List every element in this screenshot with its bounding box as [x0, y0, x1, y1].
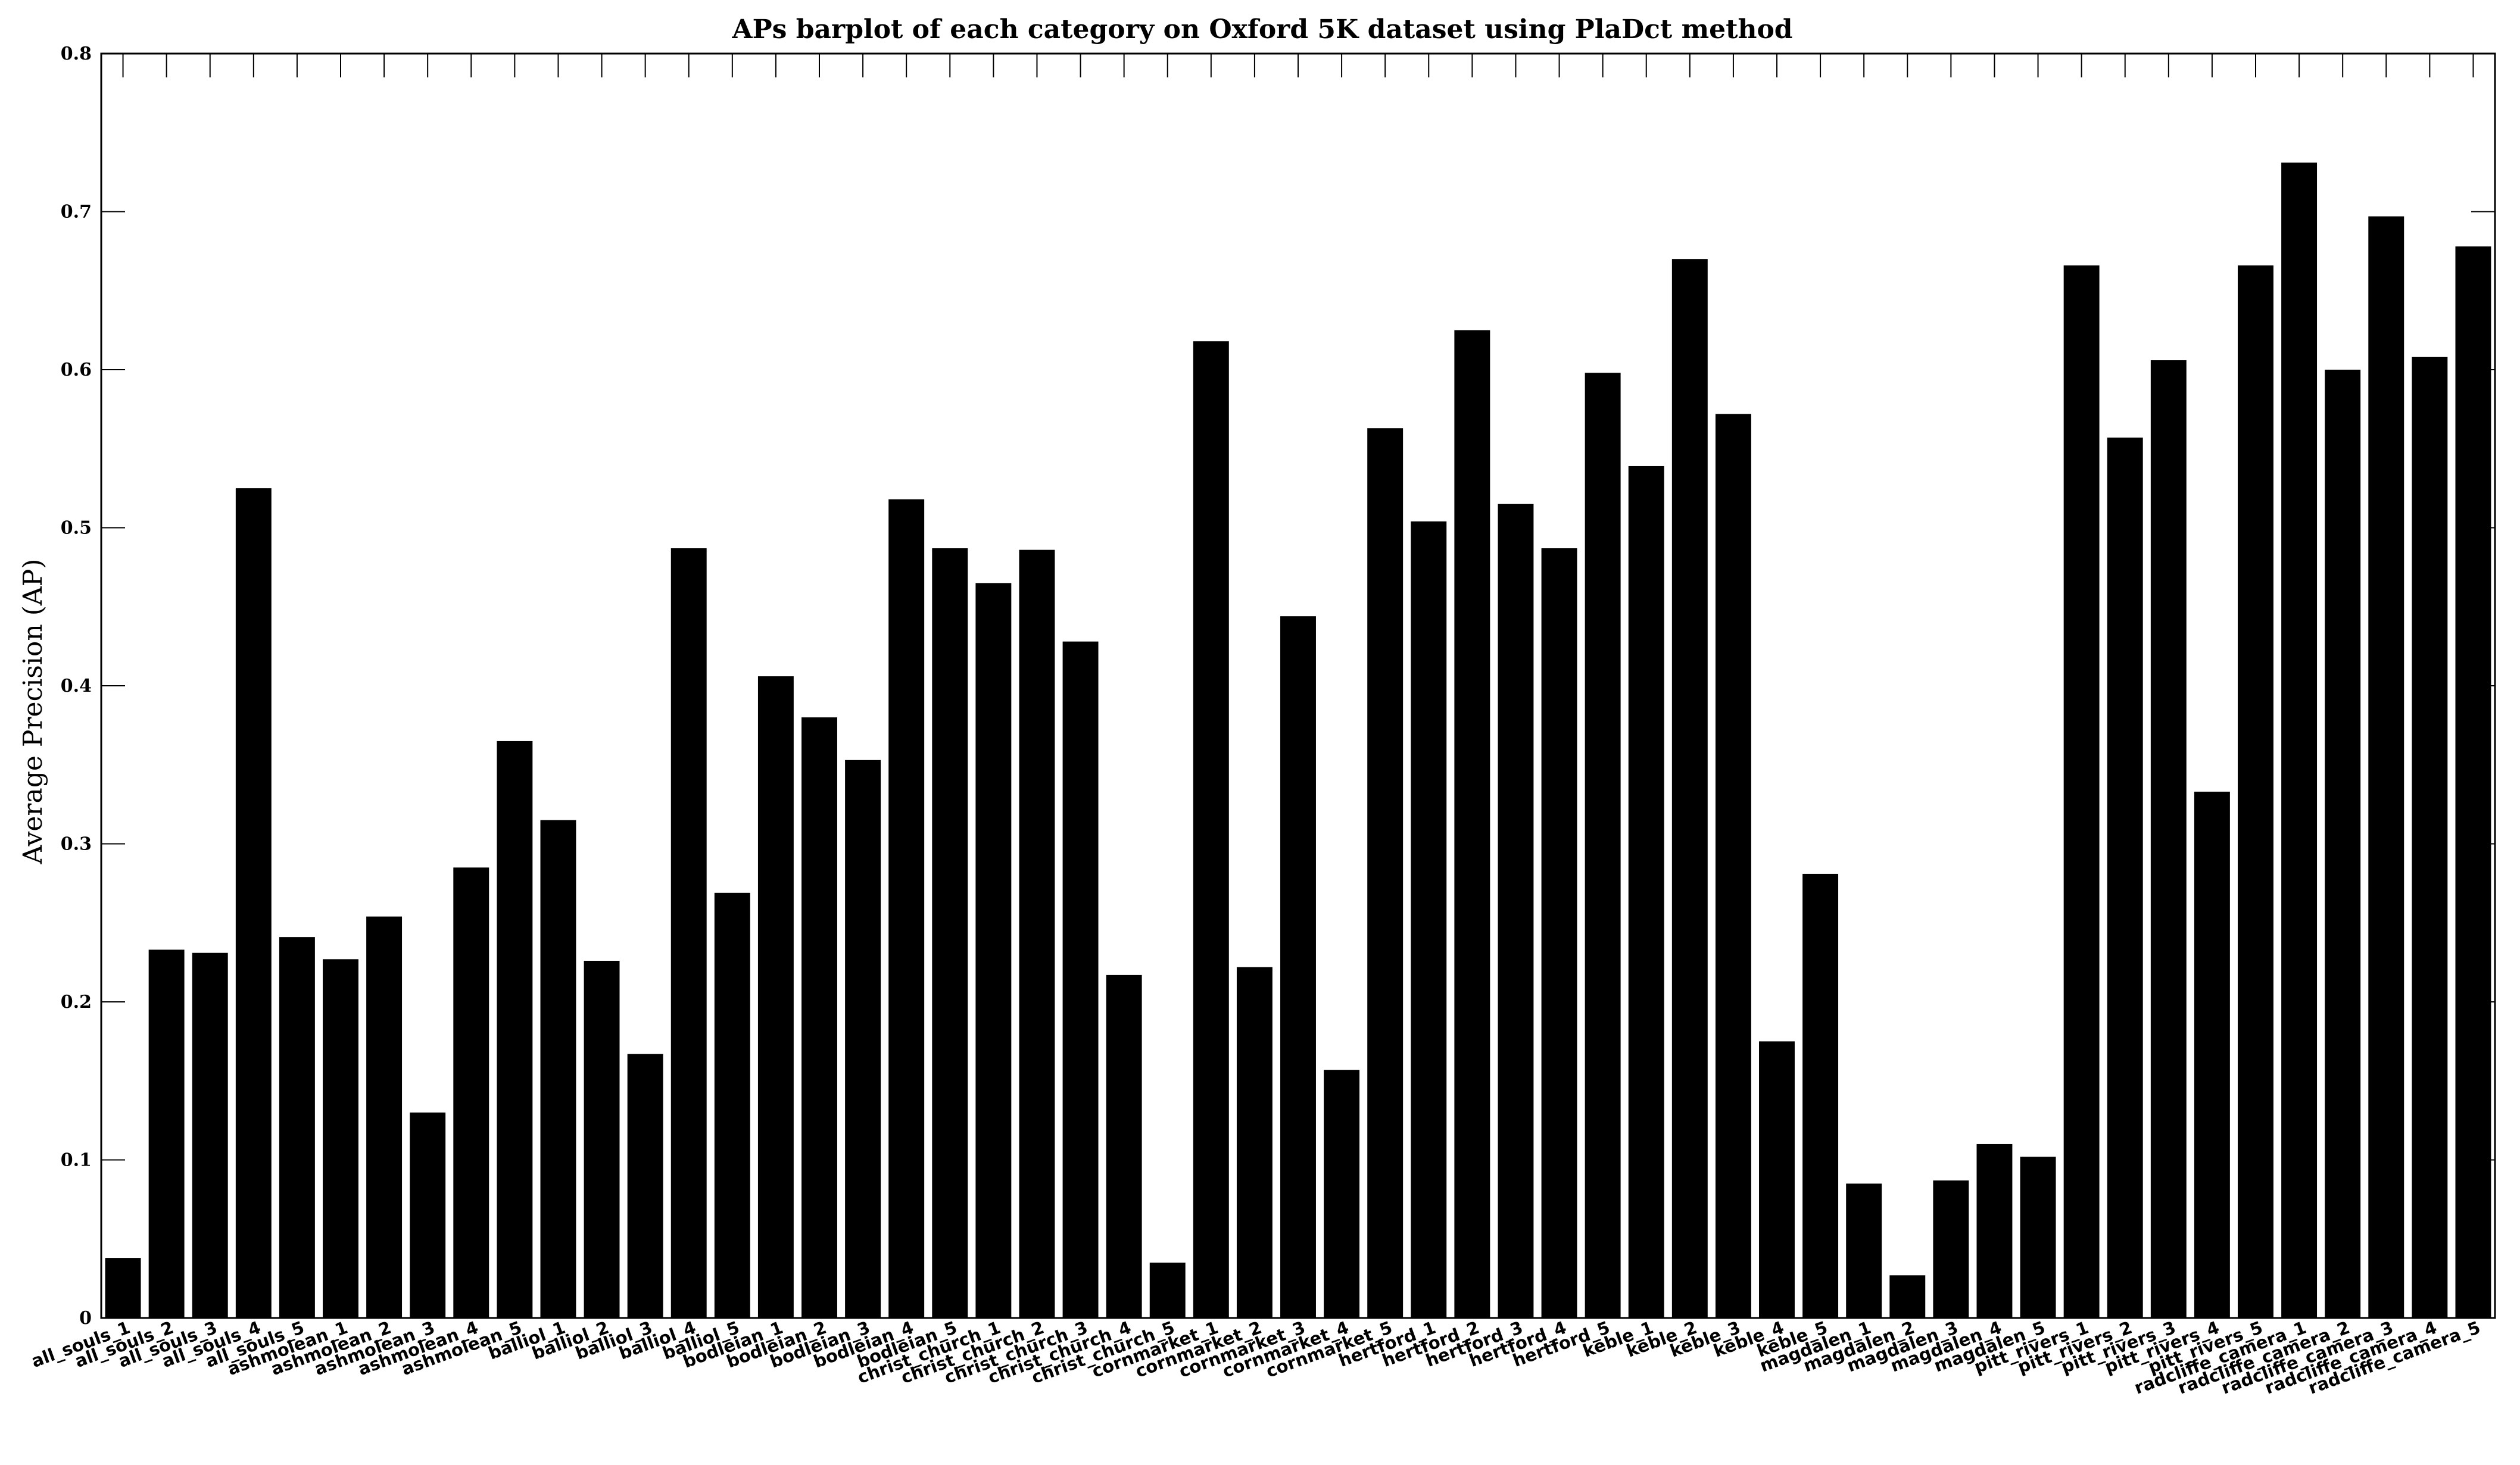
bar-bodleian_4	[888, 499, 925, 1319]
bar-hertford_2	[1454, 330, 1490, 1319]
bar-balliol_5	[714, 892, 750, 1318]
bar-keble_2	[1671, 259, 1708, 1318]
chart-title: APs barplot of each category on Oxford 5…	[731, 14, 1792, 45]
bar-bodleian_3	[845, 760, 881, 1318]
y-tick-label: 0.4	[61, 676, 92, 696]
bar-pitt_rivers_5	[2238, 265, 2273, 1318]
bar-christ_church_4	[1106, 974, 1142, 1318]
bar-radcliffe_camera_3	[2368, 216, 2404, 1319]
bar-radcliffe_camera_4	[2412, 357, 2448, 1318]
bar-christ_church_1	[975, 583, 1012, 1319]
bar-hertford_4	[1541, 548, 1577, 1318]
bar-ashmolean_2	[366, 916, 403, 1318]
bar-all_souls_5	[279, 937, 315, 1318]
y-tick-labels: 0 0.1 0.2 0.3 0.4 0.5 0.6 0.7 0.8	[61, 43, 92, 1329]
y-tick-label: 0.1	[61, 1150, 92, 1171]
bar-cornmarket_3	[1280, 616, 1316, 1318]
bar-radcliffe_camera_1	[2281, 163, 2318, 1319]
bar-pitt_rivers_4	[2194, 791, 2230, 1318]
bar-hertford_5	[1585, 373, 1621, 1318]
bar-radcliffe_camera_5	[2455, 246, 2491, 1318]
y-tick-label: 0.7	[61, 202, 92, 223]
y-tick-label: 0.6	[61, 360, 92, 380]
bar-ashmolean_5	[497, 741, 533, 1318]
bar-magdalen_4	[1976, 1144, 2013, 1318]
bar-keble_5	[1802, 873, 1839, 1318]
bar-cornmarket_1	[1193, 341, 1229, 1319]
y-tick-label: 0.5	[61, 518, 92, 539]
bar-ashmolean_3	[410, 1112, 446, 1318]
bar-radcliffe_camera_2	[2325, 370, 2361, 1318]
bar-bodleian_1	[757, 676, 794, 1318]
ticks-layer	[101, 53, 2495, 1319]
bar-keble_3	[1715, 414, 1751, 1318]
bar-pitt_rivers_2	[2107, 438, 2143, 1319]
bar-keble_1	[1628, 466, 1664, 1319]
bar-cornmarket_4	[1324, 1070, 1360, 1318]
y-tick-label: 0	[79, 1308, 92, 1329]
bar-christ_church_3	[1062, 641, 1099, 1318]
bar-ashmolean_4	[453, 867, 489, 1318]
bar-balliol_3	[627, 1054, 663, 1318]
bar-balliol_1	[540, 820, 576, 1318]
y-axis-label: Average Precision (AP)	[18, 559, 48, 865]
y-tick-label: 0.8	[61, 43, 92, 64]
bar-bodleian_2	[801, 717, 837, 1318]
bar-all_souls_4	[235, 488, 272, 1319]
bar-balliol_4	[670, 548, 707, 1318]
y-tick-label: 0.3	[61, 834, 92, 855]
bar-cornmarket_5	[1367, 428, 1404, 1318]
bar-hertford_1	[1411, 521, 1447, 1318]
y-tick-label: 0.2	[61, 992, 92, 1013]
bar-bodleian_5	[932, 548, 968, 1318]
bar-christ_church_2	[1019, 549, 1055, 1319]
bar-magdalen_5	[2020, 1157, 2056, 1318]
bar-ashmolean_1	[323, 959, 358, 1318]
x-tick-labels: all_souls_1all_souls_2all_souls_3all_sou…	[29, 1317, 2483, 1398]
bar-cornmarket_2	[1236, 967, 1273, 1318]
bar-keble_4	[1759, 1041, 1795, 1319]
bar-balliol_2	[584, 960, 620, 1318]
bar-all_souls_3	[192, 952, 228, 1318]
bar-hertford_3	[1498, 504, 1534, 1319]
bar-all_souls_2	[148, 949, 185, 1318]
bars-layer	[105, 163, 2491, 1319]
plot-frame	[100, 52, 2496, 1319]
bar-pitt_rivers_3	[2150, 360, 2187, 1318]
bar-pitt_rivers_1	[2063, 265, 2100, 1318]
